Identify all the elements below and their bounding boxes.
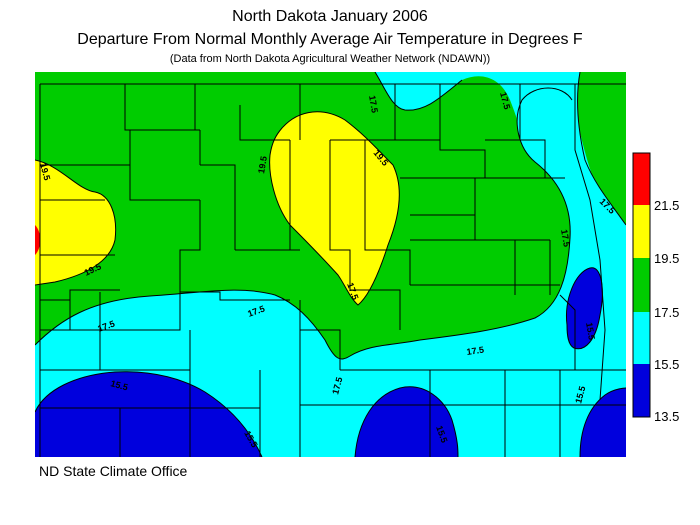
contour-label: 17.5 <box>367 95 380 114</box>
legend-tick-label: 17.5 <box>654 305 680 320</box>
contour-label: 15.5 <box>584 322 597 341</box>
zone-19-21-central <box>269 111 400 305</box>
contour-label: 19.5 <box>38 162 52 182</box>
zone-13-15-south <box>355 386 458 457</box>
source-note: (Data from North Dakota Agricultural Wea… <box>169 53 491 65</box>
legend-swatch-21.5-plus <box>633 153 650 205</box>
zone-15-17-northeast <box>375 72 626 245</box>
legend-tick-label: 15.5 <box>654 357 680 372</box>
map-title: North Dakota January 2006 <box>232 8 428 25</box>
contour-label: 17.5 <box>466 345 485 357</box>
map-subtitle: Departure From Normal Monthly Average Ai… <box>77 31 583 48</box>
zone-15-17-south <box>35 88 626 457</box>
zone-13-15-southwest <box>35 371 262 457</box>
credit-text: ND State Climate Office <box>39 463 188 479</box>
contour-label: 17.5 <box>330 376 344 396</box>
legend-swatch-19.5-21.5 <box>633 205 650 258</box>
contour-lines <box>35 72 626 457</box>
legend-swatch-15.5-17.5 <box>633 312 650 364</box>
contour-fill-layer <box>35 72 626 457</box>
contour-label: 17.5 <box>498 91 512 111</box>
zone-19-21-west <box>35 160 116 285</box>
contour-label: 15.5 <box>573 385 587 405</box>
contour-label: 17.5 <box>559 229 572 248</box>
legend-frame <box>632 152 651 418</box>
zone-21-plus <box>35 225 41 255</box>
legend-tick-label: 21.5 <box>654 198 680 213</box>
legend-tick-label: 13.5 <box>654 409 680 424</box>
contour-label: 15.5 <box>109 378 129 392</box>
legend-swatch-17.5-19.5 <box>633 258 650 312</box>
legend-tick-label: 19.5 <box>654 251 680 266</box>
legend-swatch-13.5-15.5 <box>633 364 650 417</box>
county-boundaries <box>39 83 626 457</box>
contour-label: 19.5 <box>256 155 269 174</box>
legend-color-bar <box>632 152 651 418</box>
